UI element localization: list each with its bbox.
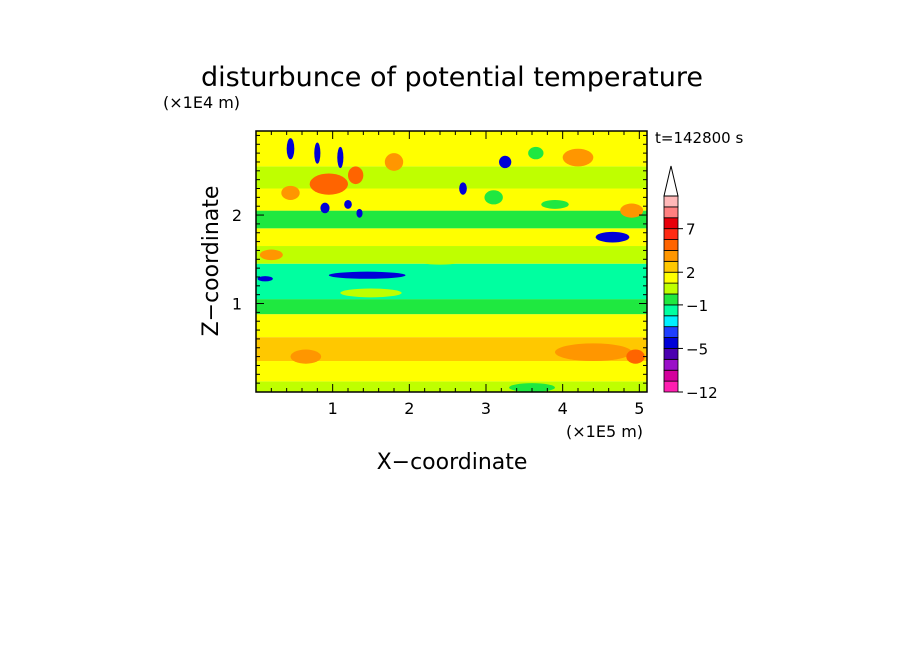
contour-band-2 <box>256 337 647 362</box>
colorbar-swatch <box>663 250 679 262</box>
colorbar-swatch <box>663 217 679 230</box>
colorbar-tick-label: −1 <box>686 297 708 315</box>
colorbar-swatch <box>663 239 679 251</box>
contour-feature-10 <box>259 249 283 261</box>
colorbar-swatch <box>663 260 679 273</box>
contour-feature-26 <box>413 253 467 265</box>
x-tick-label: 2 <box>404 399 414 418</box>
contour-band-8 <box>256 210 647 229</box>
contour-band-9 <box>256 188 647 211</box>
contour-band-5 <box>256 263 647 300</box>
contour-feature-18 <box>499 155 512 169</box>
heatmap-field <box>256 131 647 392</box>
y-unit-label: (×1E4 m) <box>163 93 240 112</box>
contour-feature-23 <box>626 349 645 364</box>
x-tick-label: 5 <box>634 399 644 418</box>
contour-feature-16 <box>356 208 363 218</box>
contour-feature-4 <box>281 185 300 201</box>
colorbar-swatch <box>663 282 679 295</box>
colorbar-tick-label: −12 <box>686 384 718 402</box>
colorbar-tick-label: 7 <box>686 221 696 239</box>
contour-band-4 <box>256 299 647 315</box>
contour-feature-8 <box>562 148 594 167</box>
colorbar-swatch <box>663 206 679 219</box>
colorbar-tick-label: −5 <box>686 340 708 358</box>
contour-feature-3 <box>541 200 569 209</box>
colorbar-extend-arrow <box>663 165 679 197</box>
colorbar-swatch <box>663 304 679 317</box>
colorbar-tick-label: 2 <box>686 264 696 282</box>
contour-feature-6 <box>348 166 364 185</box>
colorbar-swatch <box>663 315 679 328</box>
y-tick-label: 2 <box>232 206 242 225</box>
contour-feature-7 <box>384 153 404 171</box>
x-tick-label: 3 <box>481 399 491 418</box>
colorbar-swatch <box>663 337 679 349</box>
contour-band-7 <box>256 228 647 247</box>
contour-feature-9 <box>620 203 644 218</box>
colorbar-swatch <box>663 326 679 338</box>
contour-feature-19 <box>528 146 544 160</box>
x-axis-label: X−coordinate <box>377 450 528 475</box>
contour-feature-22 <box>555 343 632 362</box>
contour-feature-0 <box>328 271 406 279</box>
x-tick-label: 1 <box>328 399 338 418</box>
chart-title: disturbunce of potential temperature <box>201 62 703 93</box>
colorbar-swatch <box>663 369 679 382</box>
contour-feature-25 <box>340 288 402 298</box>
plot-frame <box>255 130 648 393</box>
contour-feature-17 <box>459 182 467 195</box>
colorbar-swatch <box>663 293 679 306</box>
colorbar-swatch <box>663 348 679 360</box>
x-unit-label: (×1E5 m) <box>566 422 643 441</box>
contour-feature-12 <box>314 142 321 164</box>
axis-ticks: 1 2 3 4 5 1 2 <box>232 131 647 418</box>
contour-feature-11 <box>286 138 295 160</box>
colorbar-swatch <box>663 228 679 240</box>
contour-feature-15 <box>344 200 352 209</box>
contour-feature-14 <box>320 202 330 214</box>
contour-feature-1 <box>257 276 273 282</box>
contour-band-3 <box>256 314 647 338</box>
colorbar-swatch <box>663 380 679 393</box>
y-tick-label: 1 <box>232 295 242 314</box>
contour-feature-2 <box>595 231 630 243</box>
colorbar-swatch <box>663 271 679 284</box>
time-label: t=142800 s <box>655 129 743 147</box>
contour-feature-5 <box>309 173 349 195</box>
contour-feature-24 <box>509 383 555 392</box>
colorbar-swatch <box>663 358 679 371</box>
colorbar: 7 2 −1 −5 −12 <box>663 165 718 402</box>
contour-feature-20 <box>484 190 503 205</box>
contour-feature-13 <box>337 146 344 169</box>
colorbar-swatch <box>663 195 679 208</box>
y-axis-label: Z−coordinate <box>199 186 224 337</box>
contour-feature-21 <box>290 349 322 364</box>
x-tick-label: 4 <box>558 399 568 418</box>
contour-band-1 <box>256 361 647 382</box>
contour-band-0 <box>256 381 647 392</box>
